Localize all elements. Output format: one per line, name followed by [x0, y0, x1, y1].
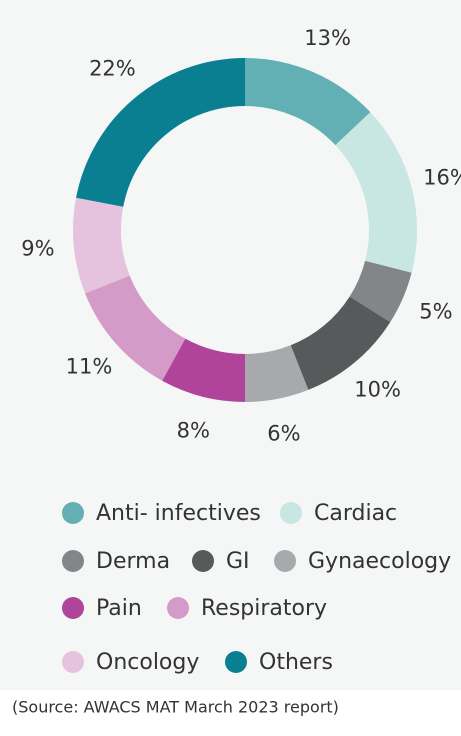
legend-label: Oncology: [96, 650, 199, 675]
legend-label: Others: [259, 650, 333, 675]
donut-segment: [245, 345, 309, 402]
legend-swatch: [192, 550, 214, 572]
donut-segment: [245, 58, 371, 146]
source-note: (Source: AWACS MAT March 2023 report): [12, 698, 339, 717]
legend-swatch: [62, 550, 84, 572]
legend-label: Cardiac: [314, 501, 397, 526]
value-label: 10%: [354, 377, 401, 401]
value-label: 6%: [267, 421, 300, 445]
legend-swatch: [225, 651, 247, 673]
value-label: 9%: [21, 237, 54, 261]
donut-segment: [72, 197, 130, 294]
value-label: 13%: [304, 26, 351, 50]
legend-swatch: [62, 502, 84, 524]
donut-segment: [290, 296, 391, 390]
donut-segment: [85, 275, 186, 381]
legend-swatch: [167, 597, 189, 619]
donut-segment: [162, 338, 245, 402]
donut-segment: [349, 260, 412, 323]
legend-label: Respiratory: [201, 596, 327, 621]
value-label: 22%: [89, 57, 136, 81]
legend-swatch: [62, 651, 84, 673]
chart-background: [0, 0, 461, 690]
legend-label: Derma: [96, 549, 170, 574]
legend-swatch: [62, 597, 84, 619]
value-label: 16%: [423, 165, 461, 189]
donut-segment: [76, 58, 245, 207]
legend-label: Gynaecology: [308, 549, 451, 574]
legend-label: Anti- infectives: [96, 501, 261, 526]
legend-swatch: [274, 550, 296, 572]
donut-segment: [335, 112, 417, 273]
value-label: 5%: [419, 300, 452, 324]
value-label: 8%: [177, 418, 210, 442]
legend-label: Pain: [96, 596, 142, 621]
value-label: 11%: [66, 355, 113, 379]
legend-swatch: [280, 502, 302, 524]
legend-label: GI: [226, 549, 250, 574]
